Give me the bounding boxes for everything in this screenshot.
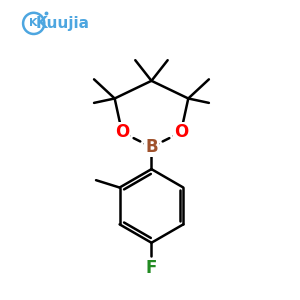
Text: K: K	[29, 18, 38, 28]
Text: B: B	[145, 138, 158, 156]
Text: F: F	[146, 259, 157, 277]
Text: O: O	[174, 123, 188, 141]
Text: O: O	[115, 123, 129, 141]
Text: Kuujia: Kuujia	[36, 16, 90, 31]
